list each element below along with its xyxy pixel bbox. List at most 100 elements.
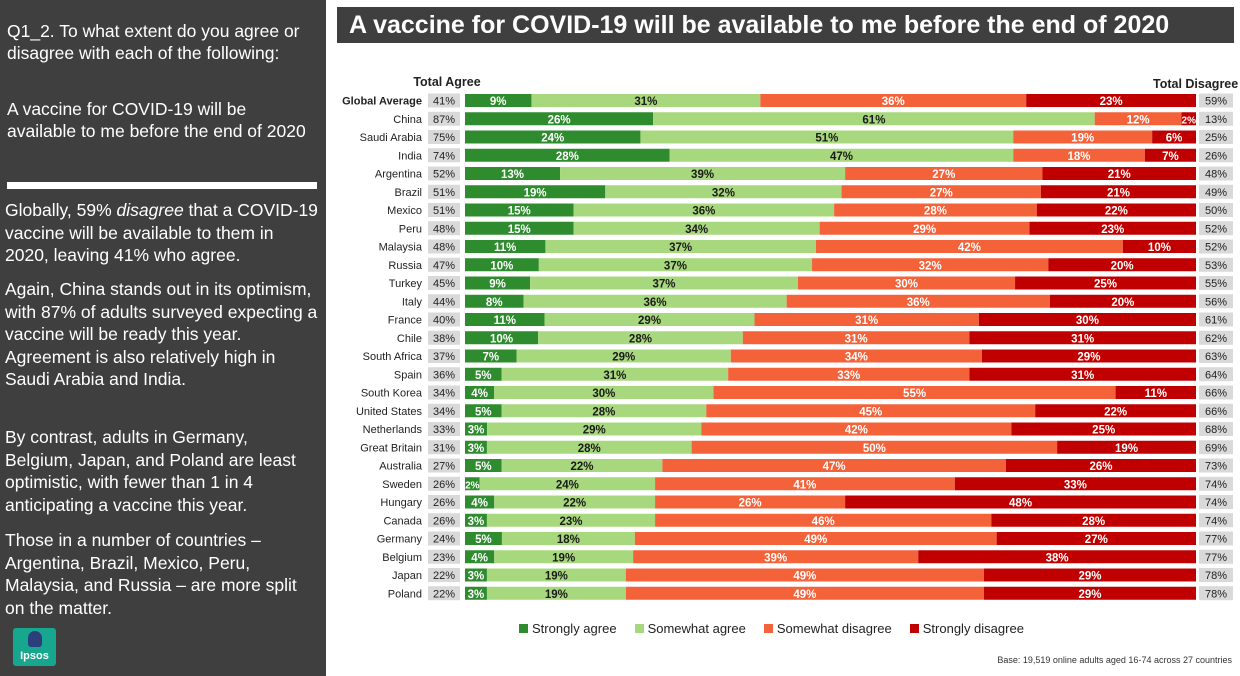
total-disagree-value-australia: 73% xyxy=(1205,461,1227,473)
total-disagree-box-australia xyxy=(1199,458,1233,473)
total-agree-box-germany xyxy=(428,531,460,546)
bar-label-strongly-agree-chile: 10% xyxy=(490,333,513,345)
bar-label-strongly-agree-canada: 3% xyxy=(468,516,485,528)
bar-strongly-agree-malaysia xyxy=(465,240,546,253)
category-label-spain: Spain xyxy=(394,369,422,381)
total-disagree-box-brazil xyxy=(1199,184,1233,199)
bar-somewhat-agree-canada xyxy=(486,513,656,527)
bar-label-somewhat-agree-mexico: 36% xyxy=(692,206,715,218)
total-disagree-box-south-korea xyxy=(1199,385,1233,400)
total-agree-value-great-britain: 31% xyxy=(433,442,455,454)
bar-label-somewhat-agree-japan: 19% xyxy=(545,571,568,583)
category-label-australia: Australia xyxy=(379,461,423,473)
total-disagree-value-south-korea: 66% xyxy=(1205,388,1227,400)
total-agree-box-global-average xyxy=(428,93,460,108)
bar-label-somewhat-agree-peru: 34% xyxy=(685,224,708,236)
total-agree-value-brazil: 51% xyxy=(433,187,455,199)
bar-label-somewhat-disagree-malaysia: 42% xyxy=(958,242,981,254)
bar-somewhat-agree-russia xyxy=(538,258,813,272)
total-disagree-box-canada xyxy=(1199,513,1233,528)
bar-somewhat-agree-brazil xyxy=(605,185,842,199)
total-disagree-value-japan: 78% xyxy=(1205,570,1227,582)
bar-strongly-disagree-japan xyxy=(984,568,1196,582)
total-disagree-box-poland xyxy=(1199,586,1233,601)
bar-label-strongly-agree-china: 26% xyxy=(548,114,571,126)
bar-strongly-agree-japan xyxy=(465,568,487,582)
bar-label-strongly-agree-argentina: 13% xyxy=(501,169,524,181)
bar-label-strongly-disagree-japan: 29% xyxy=(1078,571,1101,583)
bar-label-strongly-disagree-belgium: 38% xyxy=(1046,552,1069,564)
total-agree-box-netherlands xyxy=(428,422,460,436)
bar-label-somewhat-disagree-france: 31% xyxy=(855,315,878,327)
bar-somewhat-disagree-france xyxy=(754,313,979,326)
bar-strongly-disagree-peru xyxy=(1029,221,1196,235)
summary-paragraph-china: Again, China stands out in its optimism,… xyxy=(5,279,318,389)
logo-text: Ipsos xyxy=(20,650,49,662)
legend-swatch-somewhat-disagree xyxy=(763,623,773,633)
bar-label-somewhat-agree-india: 47% xyxy=(830,151,853,163)
total-agree-value-sweden: 26% xyxy=(433,479,455,491)
bar-somewhat-agree-south-korea xyxy=(494,386,714,399)
bar-label-somewhat-disagree-germany: 49% xyxy=(804,534,827,546)
total-disagree-box-malaysia xyxy=(1199,239,1233,254)
category-label-mexico: Mexico xyxy=(387,205,422,217)
bar-strongly-disagree-france xyxy=(978,313,1196,326)
legend-label-strongly-disagree: Strongly disagree xyxy=(922,620,1024,636)
bar-label-strongly-agree-france: 11% xyxy=(494,315,516,327)
bar-somewhat-disagree-italy xyxy=(786,294,1050,308)
total-disagree-box-china xyxy=(1199,111,1233,126)
bar-label-strongly-agree-united-states: 5% xyxy=(475,406,492,418)
total-disagree-box-saudi-arabia xyxy=(1199,130,1233,144)
category-label-germany: Germany xyxy=(377,534,423,546)
total-agree-value-hungary: 26% xyxy=(433,497,455,509)
bar-strongly-disagree-canada xyxy=(991,513,1196,527)
bar-somewhat-agree-chile xyxy=(538,331,743,345)
bar-somewhat-disagree-malaysia xyxy=(815,240,1123,253)
bar-label-strongly-agree-russia: 10% xyxy=(490,260,513,272)
category-label-china: China xyxy=(393,114,423,126)
legend-item-strongly-agree: Strongly agree xyxy=(519,621,617,636)
bar-label-strongly-disagree-saudi-arabia: 6% xyxy=(1166,133,1183,145)
bar-somewhat-disagree-india xyxy=(1013,148,1145,162)
bar-label-somewhat-agree-sweden: 24% xyxy=(556,479,579,491)
bar-label-strongly-agree-hungary: 4% xyxy=(471,498,488,510)
bar-label-somewhat-disagree-canada: 46% xyxy=(812,516,835,528)
bar-label-somewhat-agree-netherlands: 29% xyxy=(583,425,606,437)
logo-figure-icon xyxy=(28,631,42,647)
total-agree-box-france xyxy=(428,312,460,327)
sidebar-panel: Q1_2. To what extent do you agree or dis… xyxy=(0,0,326,676)
total-disagree-box-peru xyxy=(1199,221,1233,236)
bar-strongly-disagree-argentina xyxy=(1042,167,1196,180)
bar-label-strongly-agree-brazil: 19% xyxy=(524,187,547,199)
bar-label-strongly-disagree-russia: 20% xyxy=(1111,260,1134,272)
bar-somewhat-agree-malaysia xyxy=(545,240,816,253)
bar-label-somewhat-disagree-south-africa: 34% xyxy=(845,352,868,364)
chart-title: A vaccine for COVID-19 will be available… xyxy=(337,7,1234,43)
bar-label-somewhat-agree-france: 29% xyxy=(638,315,661,327)
bar-strongly-disagree-saudi-arabia xyxy=(1152,130,1196,144)
bar-label-strongly-agree-netherlands: 3% xyxy=(468,425,485,437)
total-disagree-box-argentina xyxy=(1199,166,1233,181)
bar-label-somewhat-agree-chile: 28% xyxy=(629,333,652,345)
bar-somewhat-disagree-peru xyxy=(819,221,1030,235)
bar-label-strongly-agree-great-britain: 3% xyxy=(468,443,485,455)
total-disagree-value-spain: 64% xyxy=(1205,369,1227,381)
bar-strongly-agree-russia xyxy=(465,258,539,272)
total-agree-box-canada xyxy=(428,513,460,528)
bar-label-somewhat-disagree-india: 18% xyxy=(1068,151,1091,163)
bar-somewhat-agree-global-average xyxy=(531,94,761,107)
bar-strongly-agree-spain xyxy=(465,367,502,381)
bar-label-somewhat-disagree-argentina: 27% xyxy=(932,169,955,181)
bar-label-somewhat-disagree-belgium: 39% xyxy=(764,552,787,564)
total-agree-value-saudi-arabia: 75% xyxy=(433,132,455,144)
total-disagree-box-mexico xyxy=(1199,203,1233,217)
bar-strongly-disagree-germany xyxy=(996,532,1196,545)
question-text: Q1_2. To what extent do you agree or dis… xyxy=(7,21,300,63)
bar-strongly-disagree-global-average xyxy=(1026,94,1196,107)
chart-legend: Strongly agree Somewhat agree Somewhat d… xyxy=(519,620,1042,636)
bar-label-strongly-disagree-united-states: 22% xyxy=(1104,406,1127,418)
total-disagree-box-turkey xyxy=(1199,276,1233,290)
total-agree-header: Total Agree xyxy=(413,75,480,89)
total-disagree-value-france: 61% xyxy=(1205,315,1227,327)
category-label-peru: Peru xyxy=(399,223,422,235)
